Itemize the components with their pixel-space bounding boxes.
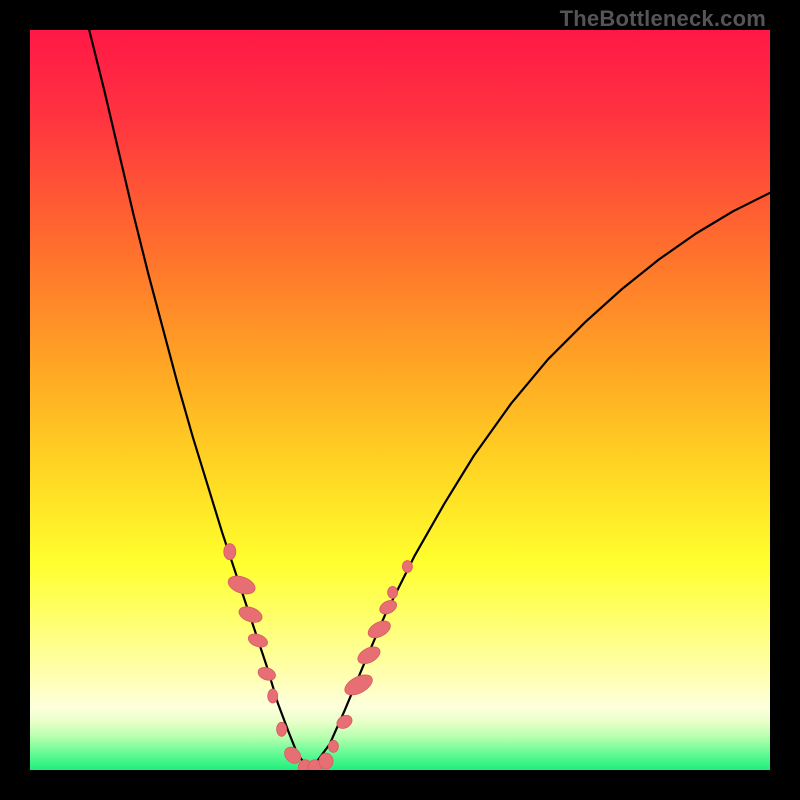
plot-area: [30, 30, 770, 770]
data-marker: [402, 561, 412, 573]
chart-frame: TheBottleneck.com: [0, 0, 800, 800]
watermark-text: TheBottleneck.com: [560, 6, 766, 32]
plot-svg: [30, 30, 770, 770]
data-marker: [328, 740, 338, 752]
gradient-background: [30, 30, 770, 770]
data-marker: [268, 689, 278, 703]
data-marker: [319, 753, 333, 769]
data-marker: [277, 722, 287, 736]
data-marker: [224, 544, 236, 560]
data-marker: [388, 586, 398, 598]
